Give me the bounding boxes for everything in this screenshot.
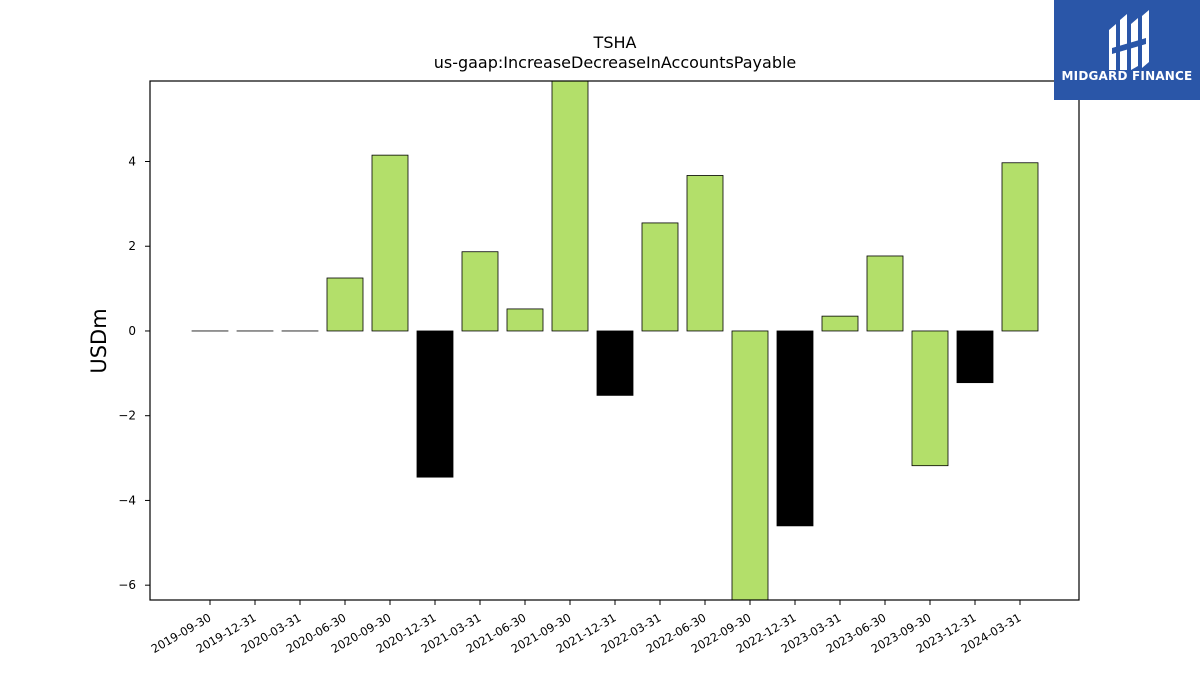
bar-2022-09-30 (731, 330, 769, 601)
bar-2022-03-31 (641, 222, 679, 332)
bar-2020-12-31 (416, 330, 454, 478)
logo-text: MIDGARD FINANCE (1061, 69, 1193, 83)
plot-frame (149, 80, 1080, 601)
bar-2021-12-31 (596, 330, 634, 396)
bar-2020-09-30 (371, 154, 409, 332)
y-tick-label: 0 (128, 324, 136, 338)
y-tick-label: 4 (128, 154, 136, 168)
y-axis-label: USDm (87, 308, 111, 373)
bar-2021-06-30 (506, 308, 544, 332)
bar-2023-12-31 (956, 330, 994, 384)
bar-2023-09-30 (911, 330, 949, 467)
y-tick-label: −2 (118, 409, 136, 423)
bar-2023-06-30 (866, 255, 904, 332)
bars-group (191, 80, 1039, 601)
y-tick-label: 2 (128, 239, 136, 253)
midgard-finance-logo: MIDGARD FINANCE (1054, 0, 1200, 100)
x-axis-ticks: 2019-09-302019-12-312020-03-312020-06-30… (149, 600, 1024, 656)
y-tick-label: −6 (118, 578, 136, 592)
y-axis-ticks: −6 −4 −2 0 2 4 (118, 154, 150, 592)
y-tick-label: −4 (118, 493, 136, 507)
chart-subtitle: us-gaap:IncreaseDecreaseInAccountsPayabl… (434, 53, 797, 72)
bar-2021-09-30 (551, 80, 589, 332)
bar-2020-06-30 (326, 277, 364, 332)
bar-2022-12-31 (776, 330, 814, 527)
chart-title: TSHA (593, 33, 637, 52)
midgard-logo-icon (1109, 10, 1149, 70)
bar-2024-03-31 (1001, 162, 1039, 332)
bar-2021-03-31 (461, 251, 499, 332)
bar-2023-03-31 (821, 315, 859, 332)
bar-2022-06-30 (686, 175, 724, 332)
